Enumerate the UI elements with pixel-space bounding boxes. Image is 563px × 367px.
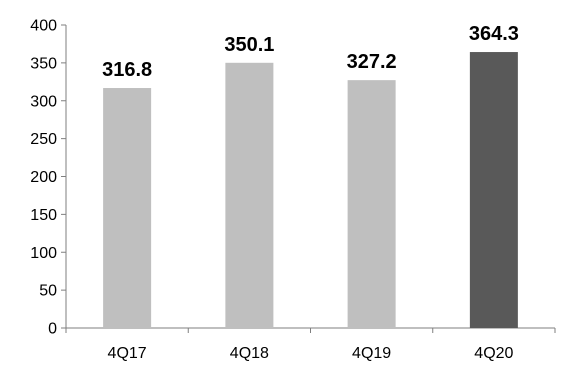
x-tick-label: 4Q19 bbox=[352, 345, 391, 362]
value-labels: 316.8 350.1 327.2 364.3 bbox=[102, 23, 519, 81]
y-tick-label: 50 bbox=[39, 283, 57, 300]
bar bbox=[225, 62, 274, 328]
y-tick-label: 150 bbox=[30, 207, 57, 224]
x-tick-label: 4Q18 bbox=[230, 345, 269, 362]
y-tick-label: 400 bbox=[30, 18, 57, 35]
y-tick-label: 200 bbox=[30, 169, 57, 186]
bar bbox=[347, 80, 396, 329]
x-tick-label: 4Q17 bbox=[108, 345, 147, 362]
x-tick-label: 4Q20 bbox=[474, 345, 513, 362]
y-tick-label: 250 bbox=[30, 131, 57, 148]
bar bbox=[103, 88, 152, 328]
x-axis: 4Q17 4Q18 4Q19 4Q20 bbox=[65, 327, 556, 362]
y-tick-label: 0 bbox=[48, 321, 57, 338]
y-tick-label: 300 bbox=[30, 93, 57, 110]
data-label: 327.2 bbox=[347, 51, 397, 73]
bars bbox=[103, 52, 518, 329]
bar bbox=[469, 52, 518, 328]
y-axis: 0 50 100 150 200 250 300 350 400 bbox=[30, 18, 67, 338]
data-label: 350.1 bbox=[224, 34, 274, 56]
y-tick-label: 350 bbox=[30, 55, 57, 72]
data-label: 364.3 bbox=[469, 23, 519, 45]
data-label: 316.8 bbox=[102, 59, 152, 81]
y-tick-label: 100 bbox=[30, 245, 57, 262]
